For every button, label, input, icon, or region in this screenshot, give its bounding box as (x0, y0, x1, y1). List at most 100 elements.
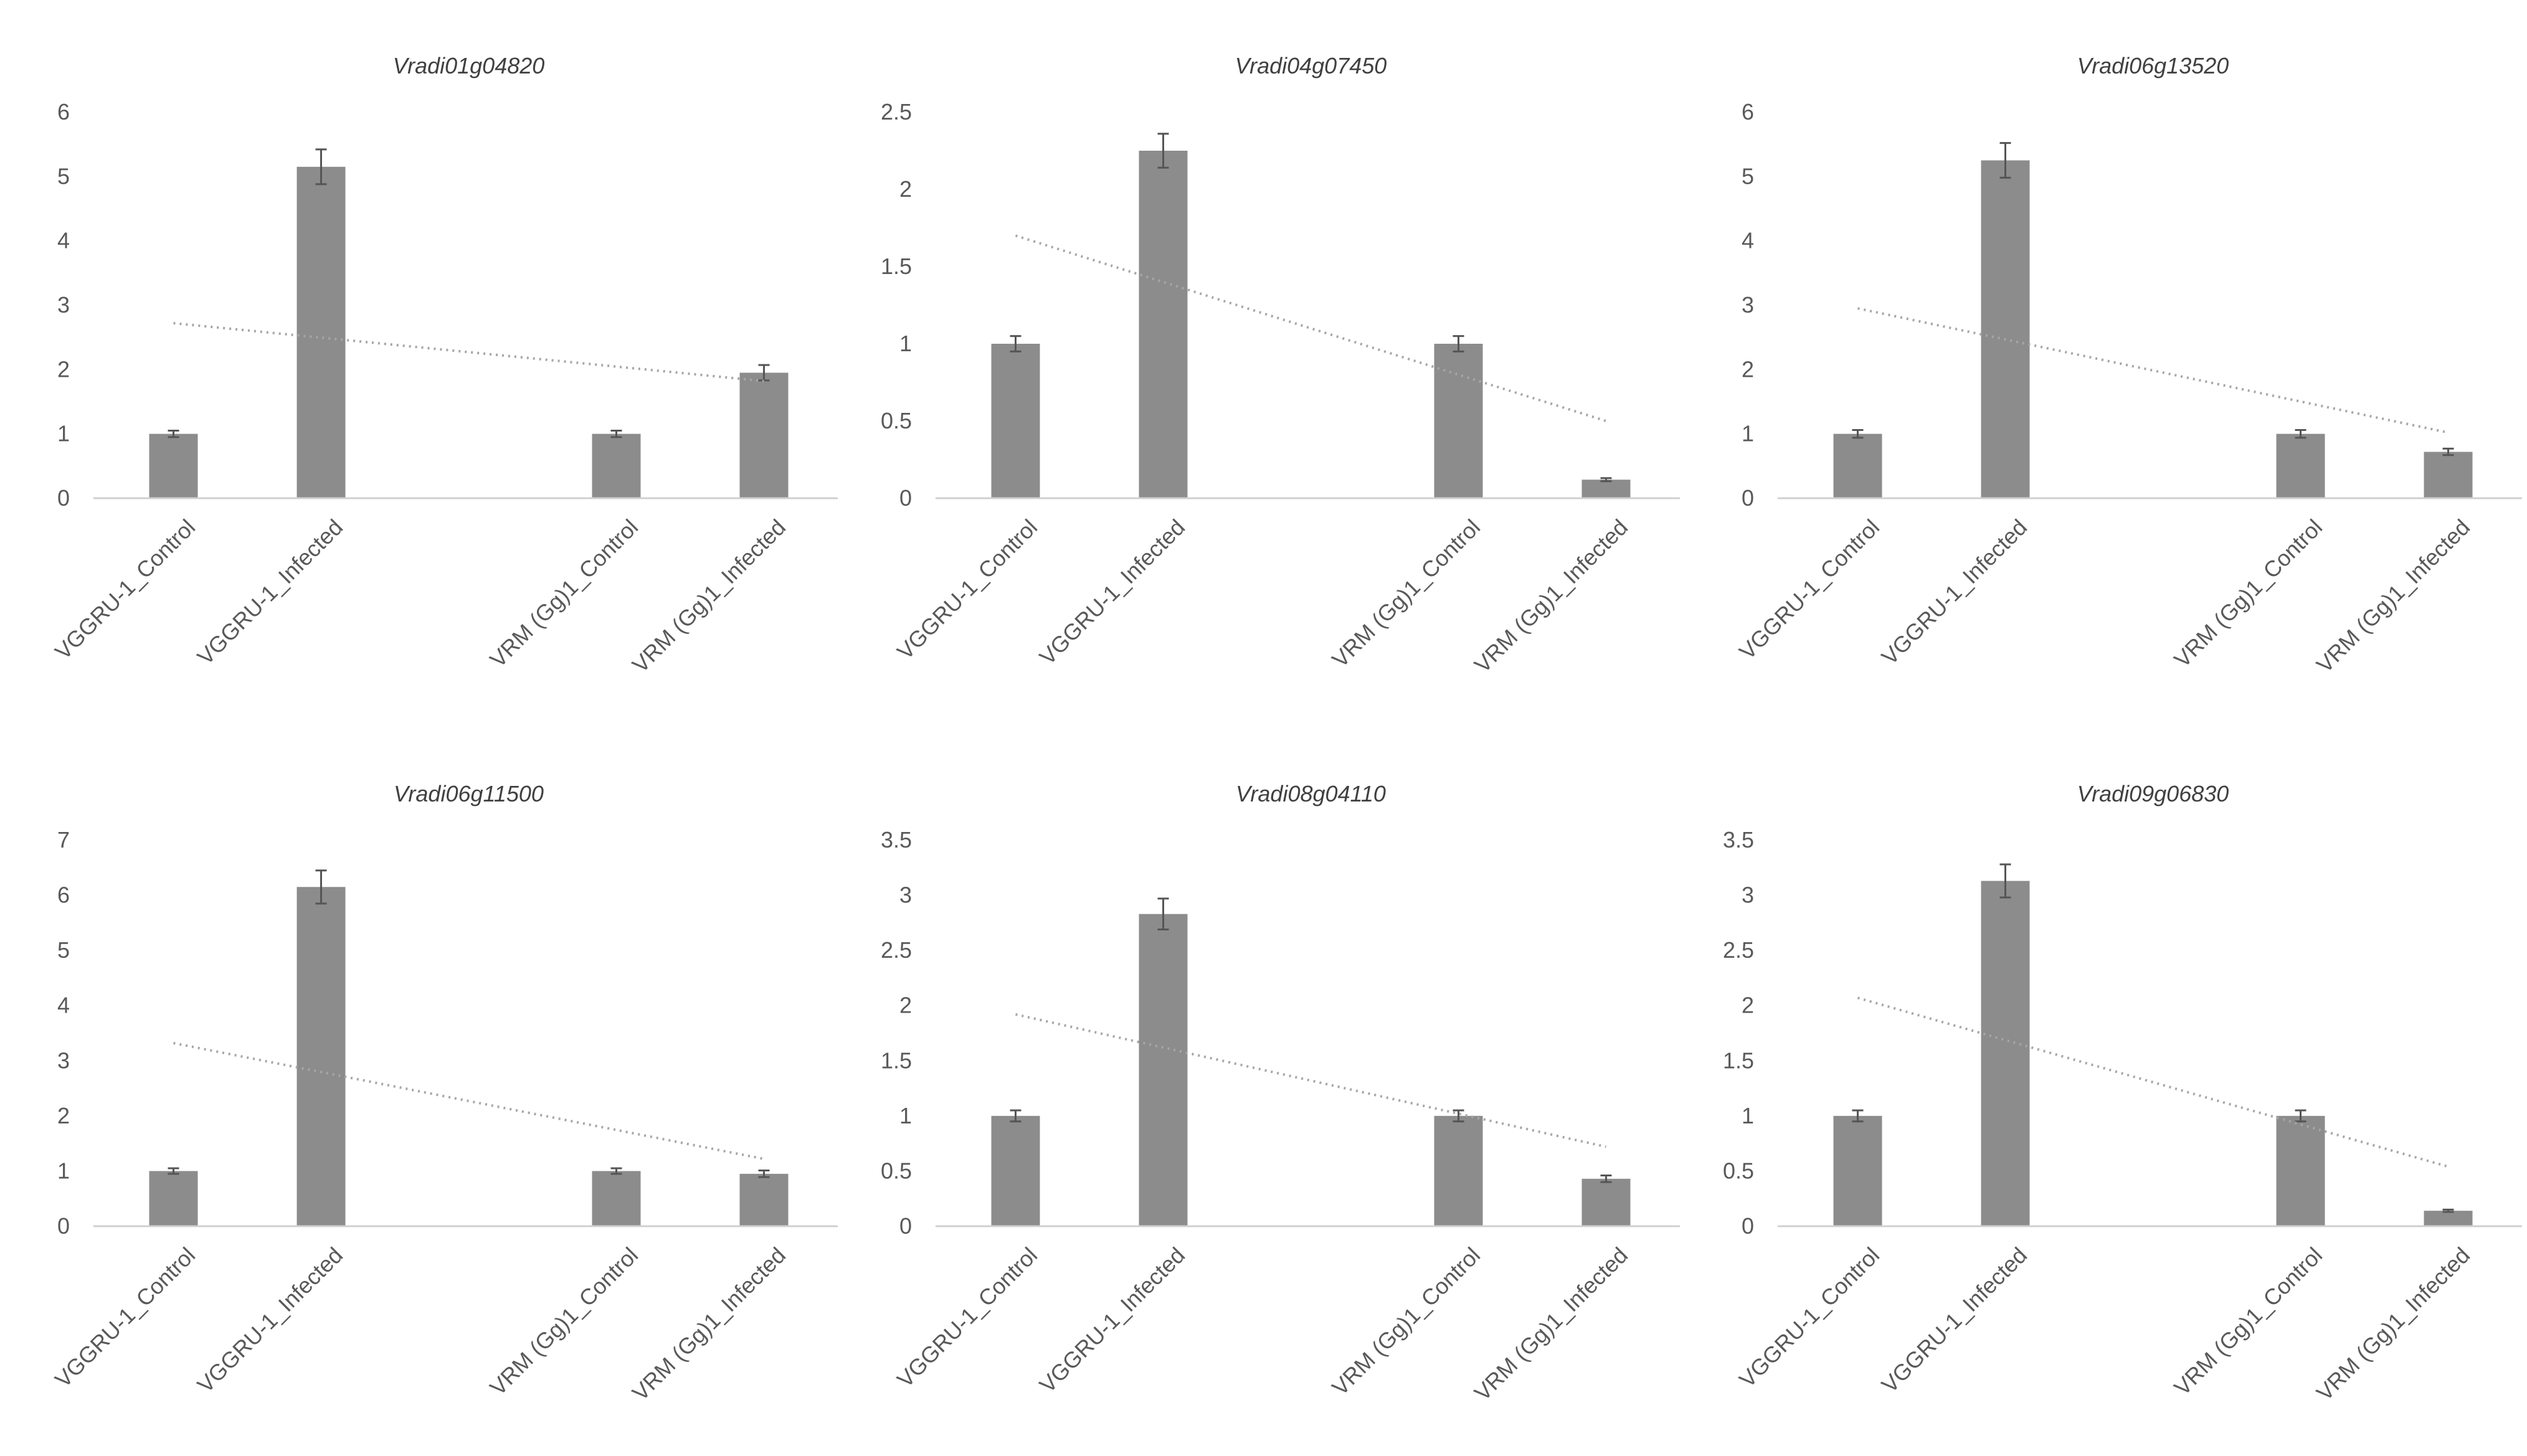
x-tick-label: VRM (Gg)1_Infected (1469, 514, 1633, 678)
bar-vggru-1-control (1833, 1115, 1882, 1226)
trendline (173, 321, 764, 382)
chart-vradi08g04110: Vradi08g04110 0 0.5 1 1.5 2 2.5 3 3.5 VGGRU-1_Con… (842, 728, 1684, 1456)
x-tick-label: VGGRU-1_Control (1734, 1242, 1884, 1392)
x-tick-label: VGGRU-1_Control (1734, 514, 1884, 664)
x-tick-label: VGGRU-1_Infected (1035, 1242, 1190, 1398)
chart-svg: Vradi01g04820 0 1 2 3 4 5 6 VGGRU-1_ControlVGGRU… (50, 53, 838, 678)
bar-vggru-1-control (149, 433, 198, 498)
chart-svg: Vradi04g07450 0 0.5 1 1.5 2 2.5 VGGRU-1_Control… (881, 53, 1680, 678)
chart-vradi06g13520: Vradi06g13520 0 1 2 3 4 5 6 VGGRU-1_Control VGGRU… (1684, 0, 2526, 728)
trendline (1857, 307, 2449, 434)
bar-vrm-gg-1-infected (2424, 1211, 2473, 1226)
y-tick-label: 0.5 (881, 408, 912, 433)
chart-title: Vradi09g06830 (2077, 781, 2229, 806)
bar-vggru-1-infected (1139, 151, 1188, 498)
chart-title: Vradi06g11500 (394, 781, 544, 806)
chart-svg: Vradi06g11500 0 1 2 3 4 5 6 7 VGGRU-1_ControlVGGR… (50, 781, 838, 1406)
y-tick-label: 3.5 (881, 827, 912, 853)
chart-vradi01g04820: Vradi01g04820 0 1 2 3 4 5 6 VGGRU-1_Control VGGRU… (0, 0, 842, 728)
chart-vradi04g07450: Vradi04g07450 0 0.5 1 1.5 2 2.5 VGGRU-1_Control… (842, 0, 1684, 728)
chart-title: Vradi01g04820 (393, 53, 545, 78)
y-tick-label: 0.5 (881, 1158, 912, 1183)
bar-vrm-gg-1-infected (1581, 1178, 1631, 1226)
y-tick-label: 1.5 (881, 253, 912, 279)
x-tick-label: VRM (Gg)1_Control (485, 1242, 643, 1401)
y-tick-label: 7 (57, 827, 70, 853)
bar-vggru-1-infected (1981, 160, 2030, 498)
y-tick-label: 2 (1742, 993, 1754, 1018)
bar-vrm-gg-1-control (592, 433, 641, 498)
x-tick-label: VGGRU-1_Control (892, 514, 1042, 664)
y-tick-label: 0 (57, 485, 70, 511)
x-tick-label: VRM (Gg)1_Control (2169, 1242, 2327, 1401)
bar-vrm-gg-1-infected (739, 1173, 789, 1226)
y-tick-label: 3.5 (1723, 827, 1754, 853)
y-tick-label: 6 (57, 882, 70, 908)
y-tick-label: 1 (899, 1103, 912, 1128)
y-tick-label: 2.5 (881, 99, 912, 125)
bar-vggru-1-control (149, 1171, 198, 1226)
y-tick-label: 3 (899, 882, 912, 908)
chart-svg: Vradi09g06830 0 0.5 1 1.5 2 2.5 3 3.5 VGGRU-1_Con… (1723, 781, 2522, 1406)
y-tick-label: 2 (57, 356, 70, 382)
trendline (1857, 996, 2449, 1168)
trendline (173, 1041, 764, 1160)
bar-vrm-gg-1-control (1434, 1115, 1483, 1226)
y-tick-label: 1.5 (881, 1047, 912, 1073)
bar-vrm-gg-1-control (2276, 1115, 2325, 1226)
y-tick-label: 0 (899, 1213, 912, 1239)
y-tick-label: 1.5 (1723, 1047, 1754, 1073)
trendline (1015, 234, 1607, 422)
y-tick-label: 0.5 (1723, 1158, 1754, 1183)
chart-vradi06g11500: Vradi06g11500 0 1 2 3 4 5 6 7 VGGRU-1_Control VGGR… (0, 728, 842, 1456)
bar-vrm-gg-1-control (1434, 344, 1483, 498)
y-tick-label: 0 (1742, 1213, 1754, 1239)
y-tick-label: 5 (1742, 163, 1754, 189)
x-tick-label: VGGRU-1_Infected (192, 1242, 348, 1398)
x-tick-label: VRM (Gg)1_Infected (2311, 514, 2475, 678)
x-tick-label: VGGRU-1_Infected (192, 514, 348, 670)
y-tick-label: 4 (57, 993, 70, 1018)
y-tick-label: 1 (899, 331, 912, 356)
chart-svg: Vradi08g04110 0 0.5 1 1.5 2 2.5 3 3.5 VGGRU-1_Con… (881, 781, 1680, 1406)
y-tick-label: 5 (57, 163, 70, 189)
x-tick-label: VRM (Gg)1_Control (1327, 514, 1485, 673)
x-tick-label: VRM (Gg)1_Control (1327, 1242, 1485, 1401)
y-tick-label: 0 (899, 485, 912, 511)
y-tick-label: 2.5 (1723, 937, 1754, 963)
y-tick-label: 0 (57, 1213, 70, 1239)
bar-vrm-gg-1-infected (739, 372, 789, 498)
y-tick-label: 0 (1742, 485, 1754, 511)
x-tick-label: VGGRU-1_Control (50, 1242, 200, 1392)
y-tick-label: 4 (57, 228, 70, 253)
x-tick-label: VGGRU-1_Infected (1035, 514, 1190, 670)
x-tick-label: VRM (Gg)1_Control (485, 514, 643, 673)
bar-vggru-1-infected (296, 887, 346, 1226)
bar-vggru-1-control (991, 344, 1040, 498)
y-tick-label: 3 (57, 1047, 70, 1073)
chart-title: Vradi06g13520 (2077, 53, 2229, 78)
x-tick-label: VRM (Gg)1_Infected (627, 1242, 790, 1406)
chart-vradi09g06830: Vradi09g06830 0 0.5 1 1.5 2 2.5 3 3.5 VGGRU-1_Con… (1684, 728, 2526, 1456)
bar-vggru-1-infected (1981, 881, 2030, 1226)
bar-vrm-gg-1-infected (2424, 451, 2473, 498)
y-tick-label: 3 (57, 292, 70, 318)
y-tick-label: 4 (1742, 228, 1754, 253)
trendline (1015, 1013, 1606, 1148)
y-tick-label: 2 (57, 1103, 70, 1128)
x-tick-label: VRM (Gg)1_Infected (1469, 1242, 1633, 1406)
bar-vrm-gg-1-control (592, 1171, 641, 1226)
bar-vggru-1-infected (1139, 914, 1188, 1226)
bar-vrm-gg-1-control (2276, 433, 2325, 498)
y-tick-label: 1 (57, 1158, 70, 1183)
y-tick-label: 1 (1742, 421, 1754, 447)
x-tick-label: VGGRU-1_Control (892, 1242, 1042, 1392)
y-tick-label: 3 (1742, 292, 1754, 318)
y-tick-label: 6 (1742, 99, 1754, 125)
bar-vggru-1-infected (296, 166, 346, 498)
chart-title: Vradi04g07450 (1235, 53, 1387, 78)
y-tick-label: 6 (57, 99, 70, 125)
bar-vggru-1-control (991, 1115, 1040, 1226)
bar-vggru-1-control (1833, 433, 1882, 498)
x-tick-label: VRM (Gg)1_Infected (2311, 1242, 2475, 1406)
